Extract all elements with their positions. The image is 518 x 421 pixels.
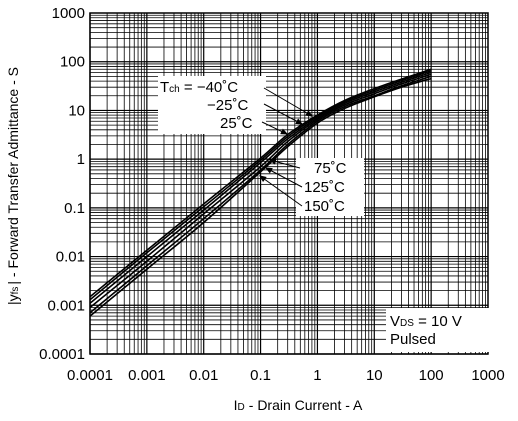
leader-line (259, 175, 303, 207)
leader-line (265, 167, 303, 188)
temp-label-75: 75˚C (314, 160, 347, 177)
x-tick-label: 1000 (471, 367, 504, 384)
leader-arrows (258, 87, 314, 207)
x-tick-label: 0.1 (250, 367, 271, 384)
arrow-head (264, 167, 273, 174)
y-tick-label: 0.1 (64, 200, 85, 217)
arrow-head (280, 128, 289, 135)
x-tick-labels: 0.0001 0.001 0.01 0.1 1 10 100 1000 (67, 367, 505, 384)
arrow-head (258, 175, 267, 182)
grid (89, 13, 488, 355)
arrow-head (268, 158, 277, 165)
plot-frame (89, 12, 489, 355)
x-axis-title: ID - Drain Current - A (234, 397, 363, 413)
x-tick-label: 0.01 (189, 367, 218, 384)
series-line-150 (89, 68, 432, 298)
series-line-m40 (89, 77, 432, 317)
y-tick-label: 0.0001 (39, 346, 85, 363)
vds-condition: VDS = 10 V (390, 313, 462, 330)
temp-label-m25: −25˚C (207, 97, 248, 114)
x-tick-label: 0.001 (128, 367, 166, 384)
leader-line (263, 103, 303, 125)
temp-label-125: 125˚C (304, 179, 345, 196)
x-tick-label: 10 (366, 367, 383, 384)
y-tick-label: 100 (60, 54, 85, 71)
condition-box: VDS = 10 V Pulsed (386, 308, 498, 352)
series-line-75 (89, 71, 432, 304)
series-line-25 (89, 73, 432, 309)
y-axis-title: |yfs| - Forward Transfer Admittance - S (5, 67, 21, 305)
tch-label: Tch = −40˚C (160, 79, 238, 96)
arrow-head (295, 118, 304, 125)
temp-label-25: 25˚C (220, 115, 253, 132)
arrow-head (305, 110, 314, 117)
y-tick-label: 1000 (52, 5, 85, 22)
y-tick-labels: 1000 100 10 1 0.1 0.01 0.001 0.0001 (39, 5, 85, 363)
temp-label-150: 150˚C (304, 198, 345, 215)
y-tick-label: 1 (77, 151, 85, 168)
y-tick-label: 0.01 (56, 249, 85, 266)
x-tick-label: 100 (419, 367, 444, 384)
x-tick-label: 0.0001 (67, 367, 113, 384)
leader-line (263, 87, 313, 117)
y-tick-label: 0.001 (47, 297, 85, 314)
series-line-125 (89, 70, 432, 301)
series-curves (89, 68, 432, 317)
pulsed-condition: Pulsed (390, 331, 436, 348)
x-tick-label: 1 (313, 367, 321, 384)
y-tick-label: 10 (68, 102, 85, 119)
series-line-m25 (89, 75, 432, 314)
temperature-labels: Tch = −40˚C −25˚C 25˚C 75˚C 125˚C 150˚C (158, 76, 364, 216)
